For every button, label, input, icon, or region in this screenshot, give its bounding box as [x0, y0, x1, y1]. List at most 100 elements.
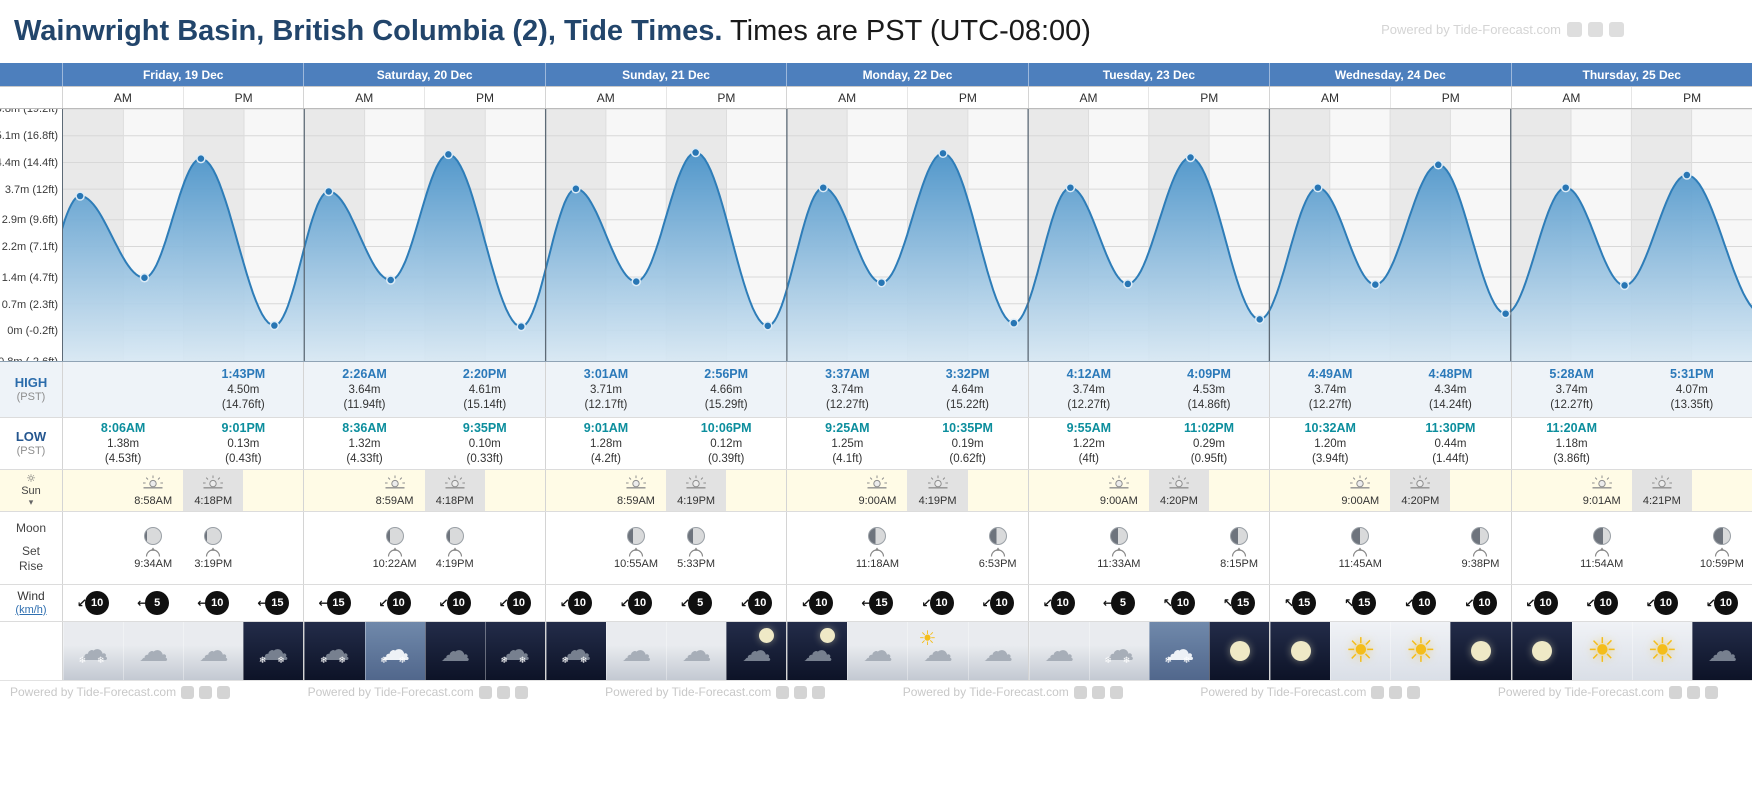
social-icon[interactable]	[1686, 685, 1700, 699]
social-icon[interactable]	[1668, 685, 1682, 699]
snowflakes-icon: ❄ ❄	[500, 655, 531, 666]
tide-time: 2:20PM	[462, 367, 507, 382]
moonrise-time: 8:15PM	[1220, 557, 1259, 570]
weather-row-corner	[0, 622, 62, 680]
social-icon[interactable]	[1609, 22, 1624, 37]
social-icon[interactable]	[478, 685, 492, 699]
wind-direction-arrow-icon: ↙	[801, 596, 812, 610]
wind-direction-arrow-icon: ↙	[1705, 596, 1716, 610]
social-icon[interactable]	[181, 685, 195, 699]
moon-icon	[1290, 641, 1311, 661]
wind-quarter: ↙ 10	[787, 585, 847, 621]
powered-by-text[interactable]: Powered by Tide-Forecast.com	[1381, 22, 1561, 37]
tide-entry-am: 9:55AM 1.22m (4ft)	[1029, 418, 1149, 469]
moonset-moon-phase-icon	[1351, 526, 1370, 545]
tide-height-ft: (13.35ft)	[1670, 398, 1714, 411]
social-icon[interactable]	[1588, 22, 1603, 37]
social-icon[interactable]	[217, 685, 231, 699]
sunset-time: 4:19PM	[677, 494, 716, 507]
tide-day: 1:43PM 4.50m (14.76ft)	[62, 362, 303, 417]
high-row-label: HIGH (PST)	[0, 362, 62, 417]
day-header-3: Monday, 22 Dec	[786, 63, 1027, 86]
social-icon[interactable]	[1109, 685, 1123, 699]
sun-day: 9:00AM 4:20PM	[1027, 470, 1269, 511]
powered-by-text[interactable]: Powered by Tide-Forecast.com	[1497, 685, 1664, 699]
set-rise-arc-icon	[1473, 547, 1488, 557]
cloud-icon: ☁	[500, 632, 531, 668]
wind-speed: 15	[1231, 591, 1256, 615]
powered-by-text[interactable]: Powered by Tide-Forecast.com	[1200, 685, 1367, 699]
tide-entry-am: 11:20AM 1.18m (3.86ft)	[1512, 418, 1632, 469]
powered-by-text[interactable]: Powered by Tide-Forecast.com	[605, 685, 772, 699]
social-icon[interactable]	[1371, 685, 1385, 699]
wind-speed: 10	[386, 591, 411, 615]
social-icon[interactable]	[1073, 685, 1087, 699]
tide-time: 4:09PM	[1187, 367, 1231, 382]
powered-by-footer[interactable]: Powered by Tide-Forecast.com	[903, 685, 1123, 699]
tide-time: 11:20AM	[1546, 421, 1597, 436]
social-icon[interactable]	[1704, 685, 1718, 699]
tide-height-ft: (0.43ft)	[225, 452, 262, 465]
moon-day: 11:45AM 9:38PM	[1269, 512, 1510, 584]
sun-row-label[interactable]: ☼ Sun ▾	[0, 470, 62, 511]
tide-height-ft: (4ft)	[1078, 452, 1100, 465]
social-icon[interactable]	[1389, 685, 1403, 699]
social-icon[interactable]	[776, 685, 790, 699]
moon-label: Moon	[15, 521, 47, 536]
weather-day: ☁ ☁ ❄ ❄ ☁ ❄ ❄	[1027, 622, 1270, 680]
social-icon[interactable]	[1567, 22, 1582, 37]
social-icon[interactable]	[1091, 685, 1105, 699]
tide-time: 4:12AM	[1066, 367, 1112, 382]
page-title-timezone: Times are PST (UTC-08:00)	[722, 15, 1091, 47]
moon-quarter	[1029, 512, 1089, 584]
social-icon[interactable]	[514, 685, 528, 699]
powered-by-text[interactable]: Powered by Tide-Forecast.com	[10, 685, 177, 699]
tide-day: 3:01AM 3.71m (12.17ft) 2:56PM 4.66m (15.29ft)	[544, 362, 786, 417]
powered-by-footer[interactable]: Powered by Tide-Forecast.com	[308, 685, 528, 699]
social-icon[interactable]	[794, 685, 808, 699]
tide-time: 10:32AM	[1304, 421, 1356, 436]
powered-by-text[interactable]: Powered by Tide-Forecast.com	[902, 685, 1069, 699]
moonset-icon	[869, 546, 885, 557]
wind-direction-arrow-icon: ↖	[1162, 596, 1173, 610]
sun-quarter: 9:00AM	[1089, 470, 1149, 511]
wind-quarter: ↙ 10	[1390, 585, 1450, 621]
wind-badge: ↙ 10	[1526, 591, 1558, 615]
tide-entry-am: 10:32AM 1.20m (3.94ft)	[1270, 418, 1390, 469]
wind-badge: ↙ 10	[439, 591, 471, 615]
set-rise-arc-icon	[870, 547, 885, 557]
moonrise-time: 5:33PM	[677, 557, 716, 570]
powered-by-footer[interactable]: Powered by Tide-Forecast.com	[10, 685, 231, 699]
am-label: AM	[596, 90, 615, 105]
powered-by-text[interactable]: Powered by Tide-Forecast.com	[307, 685, 474, 699]
tide-time: 11:30PM	[1425, 421, 1476, 436]
sunset-time: 4:20PM	[1401, 494, 1440, 507]
set-rise-arc-icon	[1353, 547, 1368, 557]
social-icon[interactable]	[496, 685, 510, 699]
tide-time: 2:56PM	[704, 367, 749, 382]
social-icon[interactable]	[1407, 685, 1421, 699]
tide-day: 4:49AM 3.74m (12.27ft) 4:48PM 4.34m (14.24ft)	[1269, 362, 1510, 417]
powered-by-footer[interactable]: Powered by Tide-Forecast.com	[1200, 685, 1421, 699]
am-label: AM	[355, 90, 374, 105]
tide-curve-svg	[63, 109, 1752, 361]
sun-quarter: 4:19PM	[907, 470, 968, 511]
moonrise-icon	[205, 546, 221, 557]
wind-row: Wind (km/h) ↙ 10 ← 5 ← 10 ← 15 ← 15 ↙ 10 ↙ 10 ↙ 10 ↙ 10 ↙ 1…	[0, 584, 1752, 621]
social-icon[interactable]	[199, 685, 213, 699]
y-axis-label: 1.4m (4.7ft)	[1, 271, 58, 284]
pm-label: PM	[182, 87, 304, 108]
wind-quarter: ↙ 10	[425, 585, 485, 621]
snowflakes-icon: ❄ ❄	[258, 655, 289, 666]
powered-by-footer[interactable]: Powered by Tide-Forecast.com	[605, 685, 826, 699]
wind-unit-link[interactable]: (km/h)	[15, 603, 47, 616]
social-icon[interactable]	[812, 685, 826, 699]
tide-day: 9:01AM 1.28m (4.2ft) 10:06PM 0.12m (0.39ft)	[544, 418, 786, 469]
tide-day: 8:06AM 1.38m (4.53ft) 9:01PM 0.13m (0.43ft)	[62, 418, 303, 469]
sunset-icon	[444, 475, 466, 494]
weather-tile-cloud-night: ☁	[1691, 622, 1752, 680]
day-header-corner	[0, 63, 62, 86]
powered-by-footer[interactable]: Powered by Tide-Forecast.com	[1498, 685, 1718, 699]
wind-badge: ↙ 10	[1646, 591, 1678, 615]
tide-height-m: 0.10m	[468, 437, 501, 450]
